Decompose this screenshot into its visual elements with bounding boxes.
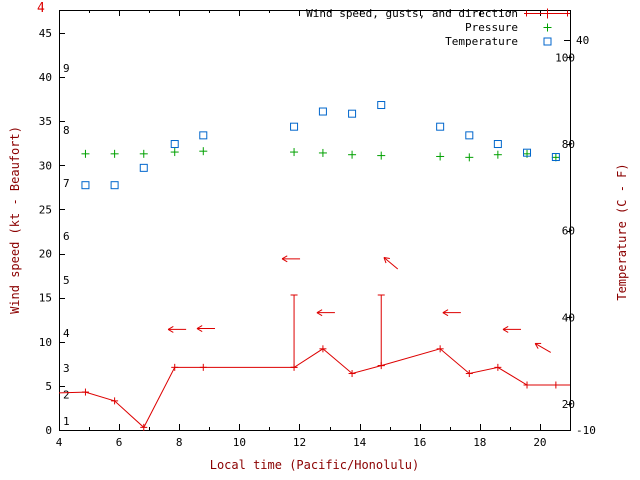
axis-label: 6	[63, 230, 70, 243]
wind-direction-arrows	[167, 255, 551, 353]
axis-label: 6	[116, 436, 123, 449]
axis-label: 80	[562, 138, 575, 151]
axis-label: 100	[555, 51, 575, 64]
beaufort-scale-labels: 1 2 3 4 5 6 7 8 9	[63, 62, 70, 428]
axis-label: 1	[63, 415, 70, 428]
celsius-tick-labels: 40 -10	[576, 34, 596, 437]
axis-label: 8	[63, 124, 70, 137]
legend-label-wind: Wind speed, gusts, and direction	[306, 6, 518, 20]
axis-ticks	[59, 10, 571, 431]
fahrenheit-scale-labels: 100 80 60 40 20	[555, 51, 575, 411]
axis-label: 5	[63, 274, 70, 287]
x-axis-title: Local time (Pacific/Honolulu)	[209, 458, 420, 472]
legend-row-pressure: Pressure	[465, 20, 570, 34]
top-left-marker: 4	[37, 1, 45, 16]
temperature-series	[81, 101, 560, 190]
legend: Wind speed, gusts, and direction Pressur…	[306, 6, 570, 48]
legend-row-temperature: Temperature	[445, 34, 570, 48]
legend-label-pressure: Pressure	[465, 20, 518, 34]
axis-label: 3	[63, 362, 70, 375]
axis-label: 35	[39, 115, 52, 128]
legend-sample-temperature-square-icon	[543, 37, 552, 45]
x-axis-tick-labels: 4 6 8 10 12 14 16 18 20	[56, 436, 547, 449]
wind-series	[58, 345, 570, 431]
right-axis-title: Temperature (C - F)	[615, 163, 629, 301]
axis-label: 60	[562, 225, 575, 238]
axis-label: 40	[39, 71, 52, 84]
axis-label: 7	[63, 177, 70, 190]
axis-label: 40	[576, 34, 589, 47]
axis-label: 30	[39, 159, 52, 172]
axis-label: 20	[533, 436, 546, 449]
axis-label: 25	[39, 203, 52, 216]
y-axis-tick-labels: 0 5 10 15 20 25 30 35 40 45	[39, 27, 52, 437]
legend-row-wind: Wind speed, gusts, and direction	[306, 6, 570, 20]
plot-border	[59, 10, 571, 431]
axis-label: 15	[39, 292, 52, 305]
axis-label: 40	[562, 311, 575, 324]
axis-label: -10	[576, 424, 596, 437]
legend-sample-wind-errorbar-icon	[524, 8, 570, 18]
axis-label: 20	[562, 398, 575, 411]
wind-speed-line	[58, 348, 570, 429]
axis-label: 8	[176, 436, 183, 449]
axis-label: 10	[233, 436, 246, 449]
axis-label: 45	[39, 27, 52, 40]
axis-label: 18	[473, 436, 486, 449]
axis-label: 12	[293, 436, 306, 449]
axis-label: 4	[56, 436, 63, 449]
axis-label: 2	[63, 389, 70, 402]
axis-label: 10	[39, 336, 52, 349]
wind-gust-errorbars	[290, 294, 385, 368]
axis-label: 14	[353, 436, 367, 449]
left-axis-title: Wind speed (kt - Beaufort)	[8, 126, 22, 314]
axis-label: 20	[39, 248, 52, 261]
pressure-series	[81, 147, 560, 162]
axis-label: 16	[413, 436, 426, 449]
legend-label-temperature: Temperature	[445, 34, 518, 48]
axis-label: 9	[63, 62, 70, 75]
axis-label: 4	[63, 327, 70, 340]
axis-label: 5	[45, 380, 52, 393]
axis-label: 0	[45, 424, 52, 437]
legend-sample-pressure-plus-icon	[543, 23, 552, 31]
